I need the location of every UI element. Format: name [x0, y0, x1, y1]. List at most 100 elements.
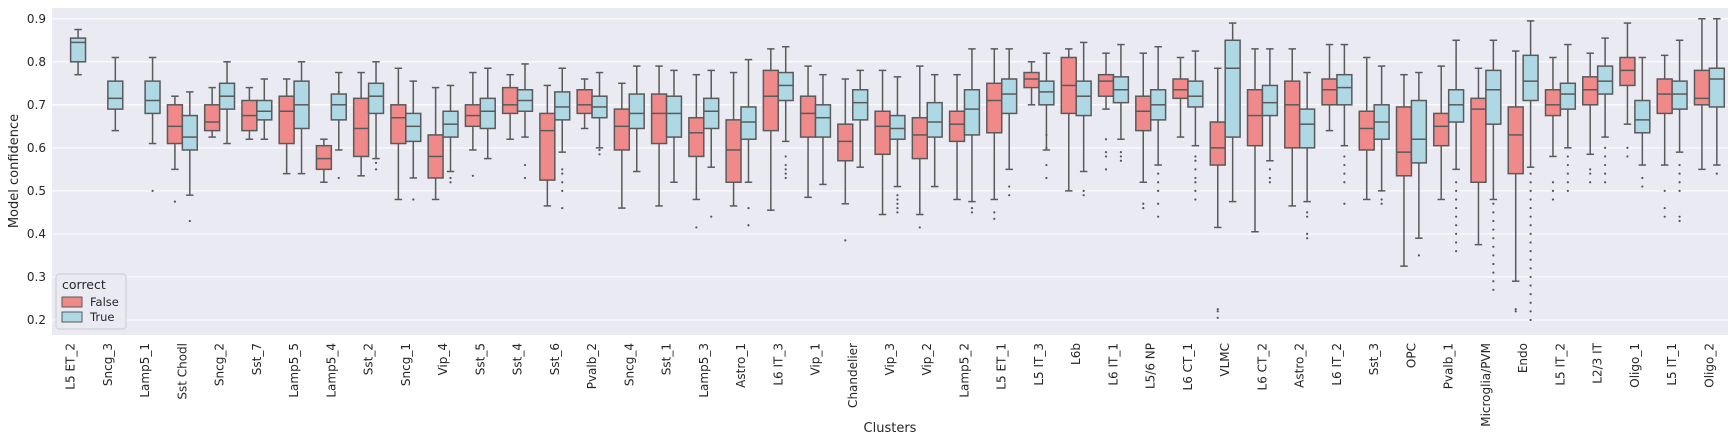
outlier-point [896, 211, 899, 214]
x-tick-label: Sst_6 [548, 343, 562, 375]
outlier-point [1119, 151, 1123, 154]
outlier-point [471, 174, 474, 177]
outlier-point [449, 176, 452, 180]
x-tick-label: Sst_5 [473, 343, 487, 375]
outlier-point [1529, 275, 1532, 279]
box-true [107, 80, 124, 110]
outlier-point [1455, 198, 1458, 201]
outlier-point [1142, 206, 1145, 210]
x-tick-label: Lamp5_3 [697, 343, 711, 398]
y-axis-label: Model confidence [7, 114, 22, 228]
box-true [405, 112, 422, 143]
legend-label-false: False [90, 295, 119, 309]
box-true [1261, 84, 1279, 117]
x-tick-label: L5 IT_3 [1032, 343, 1046, 386]
plot-background [52, 8, 1728, 335]
outlier-point [1603, 181, 1607, 184]
box-false [1619, 56, 1636, 87]
box-true [1634, 99, 1651, 134]
box-series [69, 18, 1726, 322]
x-tick-label: Astro_2 [1293, 343, 1307, 388]
box-false [1172, 78, 1189, 100]
outlier-point [1566, 189, 1569, 192]
x-tick-label: Sncg_3 [101, 343, 115, 386]
outlier-point [1008, 185, 1011, 188]
outlier-point [337, 90, 340, 94]
outlier-point [1678, 219, 1681, 223]
box-false [1246, 89, 1264, 147]
box-false [315, 144, 333, 171]
outlier-point [1589, 181, 1592, 184]
outlier-point [784, 155, 787, 158]
outlier-point [1343, 163, 1346, 167]
y-tick-label: 0.9 [27, 12, 46, 26]
outlier-point [1082, 194, 1085, 197]
outlier-point [1104, 151, 1108, 154]
x-tick-label: Sst_3 [1367, 343, 1381, 375]
x-tick-label: Oligo_1 [1628, 343, 1642, 388]
box-false [1395, 106, 1413, 177]
x-tick-label: L6 IT_1 [1106, 343, 1120, 386]
outlier-point [1626, 155, 1629, 158]
box-true [1485, 69, 1502, 125]
x-tick-label: Sncg_4 [622, 343, 636, 386]
legend-swatch-true [61, 311, 83, 323]
outlier-point [1119, 159, 1123, 162]
box-false [650, 93, 668, 145]
outlier-point [1417, 254, 1420, 257]
x-tick-label: L6 IT_2 [1330, 343, 1344, 386]
outlier-point [970, 211, 974, 214]
outlier-point [151, 189, 154, 192]
box-true [479, 97, 496, 130]
outlier-point [1492, 262, 1495, 266]
x-tick-label: Endo [1516, 343, 1530, 373]
box-true [777, 71, 794, 102]
box-true [256, 99, 273, 121]
x-tick-label: Sst_7 [250, 343, 264, 375]
outlier-point [1529, 172, 1532, 175]
outlier-point [1306, 215, 1309, 218]
outlier-point [1455, 181, 1458, 184]
x-tick-label: Sst_1 [660, 343, 674, 375]
outlier-point [561, 189, 564, 192]
outlier-point [896, 194, 899, 197]
x-tick-label: L5 IT_1 [1665, 343, 1679, 386]
outlier-point [1678, 189, 1681, 192]
outlier-point [1082, 189, 1085, 192]
outlier-point [896, 206, 899, 210]
outlier-point [1194, 168, 1197, 171]
box-false [1284, 80, 1301, 149]
box-false [688, 116, 705, 158]
outlier-point [1104, 168, 1108, 171]
outlier-point [1194, 189, 1197, 192]
box-false [539, 112, 556, 181]
x-tick-label: Vip_1 [809, 343, 823, 376]
x-tick-label: Sncg_1 [399, 343, 413, 386]
outlier-point [1492, 211, 1495, 214]
outlier-point [1216, 310, 1219, 313]
box-false [501, 86, 519, 115]
y-gridlines [52, 18, 1728, 321]
box-false [1693, 69, 1711, 106]
outlier-point [1529, 215, 1532, 218]
box-true [330, 93, 347, 121]
outlier-point [1678, 215, 1681, 218]
x-tick-label: Lamp5_5 [287, 343, 301, 398]
outlier-point [1142, 202, 1145, 205]
box-true [181, 114, 199, 151]
outlier-point [1194, 155, 1197, 158]
box-false [1433, 112, 1450, 147]
box-false [1544, 89, 1562, 117]
box-true [1559, 82, 1577, 110]
outlier-point [523, 176, 527, 180]
outlier-point [1663, 215, 1666, 218]
box-false [613, 108, 631, 151]
outlier-point [1306, 237, 1309, 240]
outlier-point [1455, 241, 1458, 244]
y-tick-label: 0.2 [27, 313, 46, 327]
box-true [1224, 39, 1241, 138]
x-tick-label: L5 IT_2 [1553, 343, 1567, 386]
outlier-point [1306, 232, 1309, 235]
outlier-point [1566, 163, 1569, 167]
outlier-point [1715, 172, 1718, 175]
